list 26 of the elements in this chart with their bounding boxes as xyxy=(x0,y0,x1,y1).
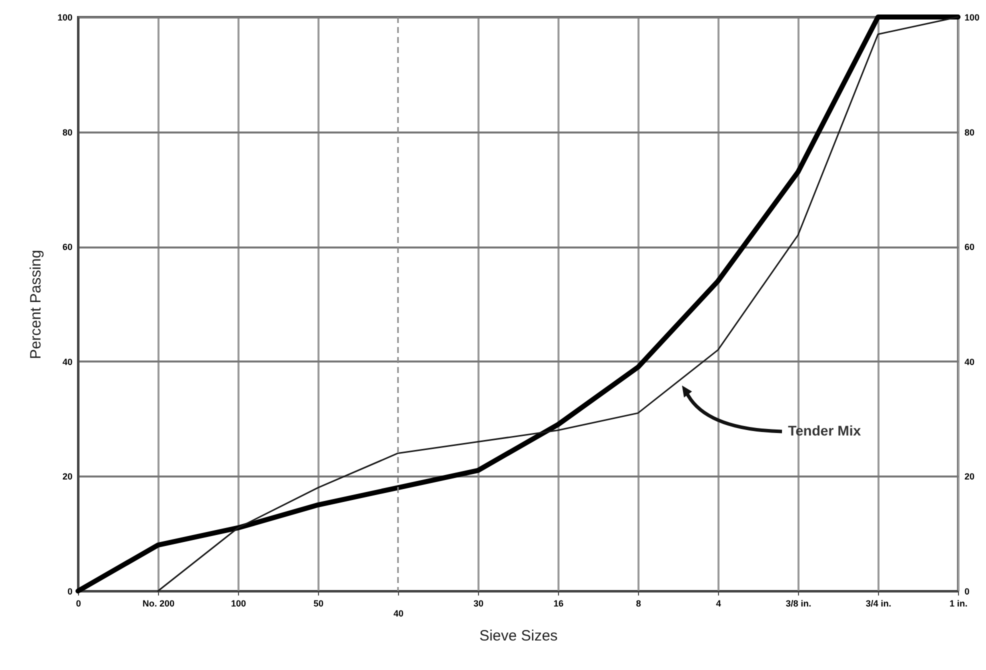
x-tick-label: 3/4 in. xyxy=(866,598,892,608)
annotation: Tender Mix xyxy=(788,422,862,438)
x-tick-label: 100 xyxy=(230,598,246,608)
x-tick-label: No. 200 xyxy=(142,598,175,608)
y2-tick-label: 20 xyxy=(964,472,975,482)
y-tick-label: 20 xyxy=(62,472,72,482)
y-tick-label: 60 xyxy=(62,242,72,252)
y-tick-label: 40 xyxy=(62,356,72,367)
y-tick-label: 0 xyxy=(67,586,72,596)
x-tick-label: 0 xyxy=(76,598,82,608)
y2-tick-label: 80 xyxy=(964,127,975,138)
x-tick-label: 8 xyxy=(636,598,642,608)
y2-tick-label: 40 xyxy=(964,356,975,367)
x-tick-label: 3/8 in. xyxy=(786,598,812,608)
x-tick-label: 4 xyxy=(716,598,722,608)
x-tick-label: 1 in. xyxy=(949,598,968,608)
y2-tick-label: 100 xyxy=(964,12,980,22)
y2-tick-label: 0 xyxy=(964,586,970,596)
y2-tick-label: 60 xyxy=(964,242,975,252)
x-tick-label: 30 xyxy=(473,598,484,608)
x-tick-label: 50 xyxy=(313,598,324,608)
y-tick-label: 80 xyxy=(62,127,72,138)
x-tick-label: 16 xyxy=(553,598,564,608)
y-tick-label: 100 xyxy=(57,12,72,22)
y-axis-title: Percent Passing xyxy=(27,250,44,360)
x-axis-title: Sieve Sizes xyxy=(479,628,558,644)
